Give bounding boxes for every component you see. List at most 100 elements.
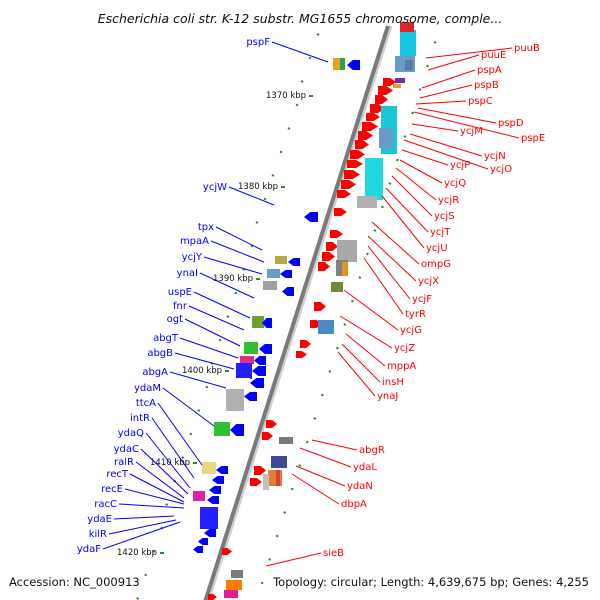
reverse-gene-arrow <box>193 546 203 553</box>
gene-label-racC: racC <box>94 499 117 510</box>
gene-label-ogt: ogt <box>167 314 183 325</box>
leader-ydaM <box>162 387 215 427</box>
tick-right <box>328 370 332 373</box>
label-leaders <box>102 41 520 567</box>
feature-block <box>224 590 238 598</box>
gene-features <box>193 22 416 600</box>
forward-gene-arrow <box>358 131 373 140</box>
feature-block <box>267 269 280 278</box>
gene-label-kilR: kilR <box>89 529 107 540</box>
reverse-gene-arrow <box>262 318 272 328</box>
leader-insH <box>341 343 381 383</box>
gene-label-pspF: pspF <box>246 37 270 48</box>
tick-right <box>411 111 414 115</box>
leader-ogt <box>184 318 241 347</box>
backbone-line <box>203 25 390 600</box>
kbp-label: 1390 kbp <box>213 274 253 284</box>
tick-right <box>283 511 287 514</box>
forward-gene-arrow <box>254 466 266 475</box>
leader-ydaE <box>113 515 175 520</box>
leader-ydaQ <box>145 432 191 489</box>
leader-ydaC <box>140 448 189 495</box>
gene-label-ydaL: ydaL <box>353 462 377 473</box>
reverse-gene-arrow <box>244 392 257 401</box>
tick-right <box>268 558 272 561</box>
feature-block <box>202 462 216 474</box>
reverse-gene-arrow <box>347 60 360 70</box>
reverse-gene-arrow <box>204 529 216 537</box>
leader-ycjX <box>367 235 417 282</box>
gene-label-ralR: ralR <box>114 457 134 468</box>
feature-block <box>276 470 280 486</box>
forward-gene-arrow <box>208 594 217 600</box>
reverse-gene-arrow <box>209 486 221 494</box>
tick-left <box>189 432 193 436</box>
gene-label-sieB: sieB <box>323 548 344 559</box>
feature-block <box>333 58 343 70</box>
tick-right <box>418 88 422 91</box>
leader-recT <box>129 473 185 503</box>
feature-block <box>357 196 377 208</box>
leader-ycjZ <box>339 315 393 349</box>
gene-label-uspE: uspE <box>168 287 192 298</box>
leader-ycjM <box>411 123 459 132</box>
gene-label-ydaE: ydaE <box>87 514 112 525</box>
tick-left <box>271 174 275 177</box>
forward-gene-arrow <box>355 140 369 149</box>
gene-label-abgT: abgT <box>153 333 179 344</box>
gene-label-ycjY: ycjY <box>182 252 203 263</box>
tick-left <box>316 33 320 36</box>
reverse-gene-arrow <box>254 356 266 365</box>
leader-ycjR <box>395 167 437 201</box>
leader-mppA <box>345 333 386 367</box>
forward-gene-arrow <box>296 351 307 358</box>
forward-gene-arrow <box>250 478 262 486</box>
gene-label-ydaN: ydaN <box>347 481 373 492</box>
gene-label-dbpA: dbpA <box>341 499 367 510</box>
feature-block <box>240 356 254 364</box>
leader-ttcA <box>157 402 203 466</box>
tick-left <box>242 268 246 271</box>
gene-label-fnr: fnr <box>173 301 188 312</box>
gene-label-tyrR: tyrR <box>405 309 426 320</box>
gene-label-pspB: pspB <box>474 80 499 91</box>
feature-block <box>214 422 230 436</box>
leader-ycjN <box>409 133 483 157</box>
leader-tyrR <box>363 257 404 315</box>
tick-right <box>335 346 339 350</box>
leader-recE <box>124 488 185 505</box>
feature-block <box>405 60 413 70</box>
feature-block <box>379 128 393 148</box>
tick-right <box>373 229 377 232</box>
gene-label-ydaC: ydaC <box>114 444 139 455</box>
leader-pspB <box>419 84 473 99</box>
feature-block <box>340 58 345 70</box>
gene-label-ycjO: ycjO <box>490 164 512 175</box>
feature-block <box>263 474 269 490</box>
leader-ycjT <box>385 187 429 233</box>
gene-label-abgR: abgR <box>359 445 385 456</box>
leader-dbpA <box>291 473 340 505</box>
gene-label-abgB: abgB <box>147 348 173 359</box>
gene-label-pspE: pspE <box>521 133 545 144</box>
leader-sieB <box>265 552 322 567</box>
tick-right <box>426 64 430 68</box>
reverse-gene-arrow <box>252 366 266 376</box>
feature-block <box>226 389 244 411</box>
feature-block <box>400 22 414 32</box>
tick-right <box>350 299 354 303</box>
gene-label-ycjT: ycjT <box>430 227 451 238</box>
gene-label-recE: recE <box>101 484 123 495</box>
leader-pspE <box>413 111 520 139</box>
feature-block <box>244 342 258 354</box>
feature-block <box>342 262 348 276</box>
feature-block <box>226 580 242 590</box>
tick-left <box>250 244 254 248</box>
tick-left <box>165 503 169 506</box>
tick-left <box>181 456 185 459</box>
topology-text: Topology: circular; Length: 4,639,675 bp… <box>272 575 589 589</box>
feature-block <box>252 316 264 328</box>
tick-right <box>298 464 302 467</box>
gene-label-puuB: puuB <box>514 43 540 54</box>
